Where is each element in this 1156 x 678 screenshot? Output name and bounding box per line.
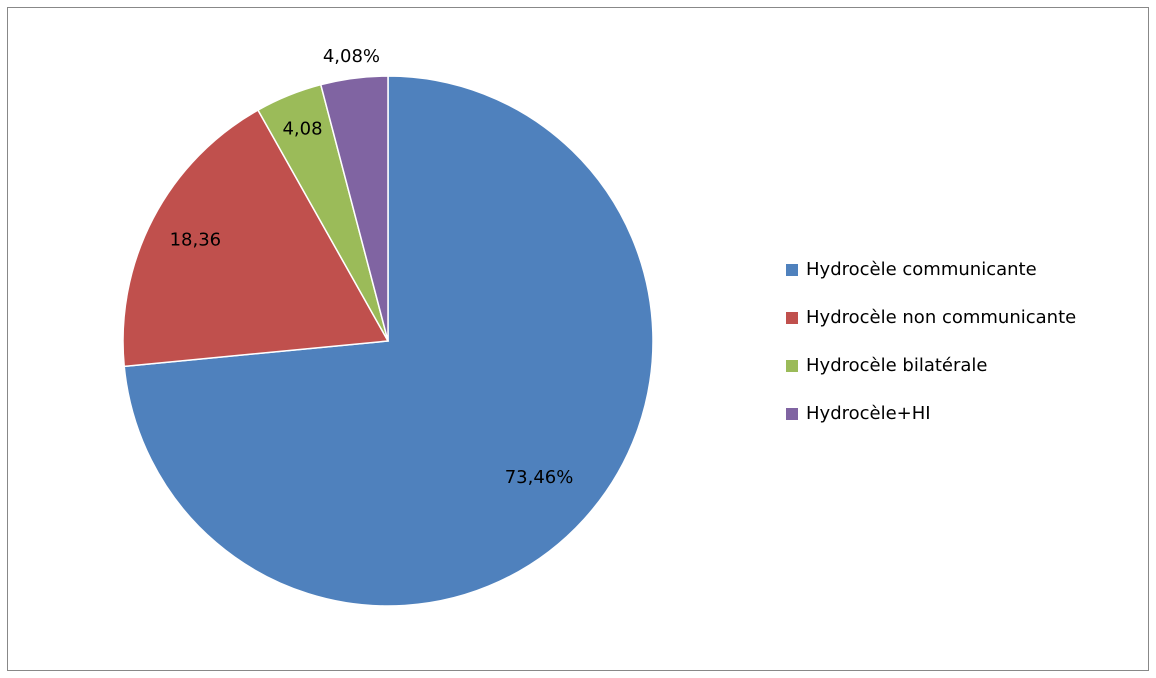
- data-label: 18,36: [170, 229, 222, 250]
- legend-swatch: [786, 264, 798, 276]
- legend-swatch: [786, 312, 798, 324]
- data-label: 4,08: [282, 119, 322, 140]
- legend-label: Hydrocèle bilatérale: [806, 355, 988, 376]
- pie-slice: [122, 109, 390, 368]
- pie-slice: [319, 75, 389, 342]
- legend-swatch: [786, 408, 798, 420]
- legend-label: Hydrocèle+HI: [806, 403, 931, 424]
- legend-label: Hydrocèle non communicante: [806, 307, 1076, 328]
- legend-swatch: [786, 360, 798, 372]
- data-label: 73,46%: [505, 467, 574, 488]
- data-label: 4,08%: [323, 46, 380, 67]
- legend-label: Hydrocèle communicante: [806, 259, 1037, 280]
